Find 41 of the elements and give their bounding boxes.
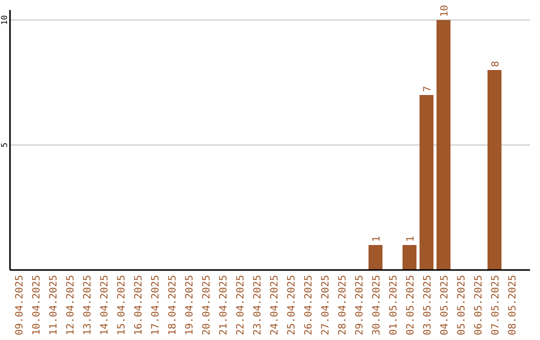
x-tick-label: 13.04.2025: [82, 275, 94, 336]
x-tick-label: 21.04.2025: [218, 275, 230, 336]
x-tick-label: 18.04.2025: [168, 275, 178, 336]
x-tick-label: 09.04.2025: [14, 275, 26, 336]
x-tick-label: 30.04.2025: [372, 275, 382, 336]
bar: [368, 245, 382, 270]
x-tick-label: 25.04.2025: [286, 275, 298, 336]
x-tick-label: 17.04.2025: [150, 275, 162, 336]
x-tick-label: 14.04.2025: [100, 275, 110, 336]
bar: [488, 70, 502, 270]
data-label: 10: [440, 4, 450, 17]
bar: [420, 95, 434, 270]
x-tick-label: 12.04.2025: [66, 275, 76, 336]
x-tick-label: 01.05.2025: [388, 275, 400, 336]
bar: [436, 20, 450, 270]
y-tick-label: 5: [0, 142, 9, 148]
x-tick-label: 02.05.2025: [406, 275, 416, 336]
x-tick-label: 04.05.2025: [440, 275, 450, 336]
x-tick-label: 16.04.2025: [134, 275, 144, 336]
x-tick-label: 27.04.2025: [320, 275, 332, 336]
data-label: 1: [406, 236, 416, 242]
x-tick-label: 15.04.2025: [116, 275, 128, 336]
x-tick-label: 06.05.2025: [474, 275, 484, 336]
x-tick-label: 03.05.2025: [422, 275, 434, 336]
bar: [402, 245, 416, 270]
x-tick-label: 29.04.2025: [354, 275, 366, 336]
data-label: 1: [372, 236, 382, 242]
x-tick-label: 23.04.2025: [252, 275, 264, 336]
x-tick-label: 24.04.2025: [270, 275, 280, 336]
x-tick-label: 08.05.2025: [508, 275, 518, 336]
x-tick-label: 20.04.2025: [202, 275, 212, 336]
x-tick-label: 11.04.2025: [48, 275, 60, 336]
data-label: 7: [422, 86, 434, 92]
data-label: 8: [490, 60, 502, 67]
x-tick-label: 05.05.2025: [456, 275, 468, 336]
x-tick-label: 19.04.2025: [184, 275, 196, 336]
x-tick-label: 07.05.2025: [490, 275, 502, 336]
x-tick-label: 22.04.2025: [236, 275, 246, 336]
x-tick-label: 10.04.2025: [32, 275, 42, 336]
x-tick-label: 26.04.2025: [304, 275, 314, 336]
x-tick-label: 28.04.2025: [338, 275, 348, 336]
